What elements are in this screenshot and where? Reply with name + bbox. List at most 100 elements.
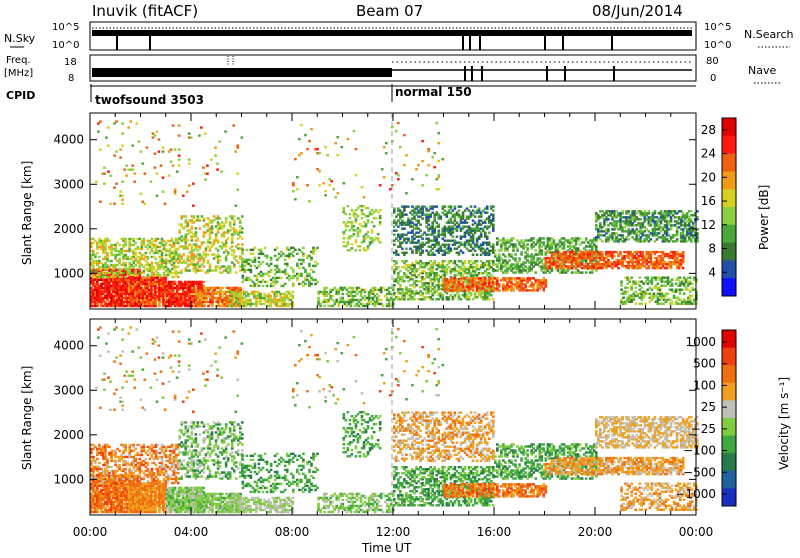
data-cell <box>233 215 236 217</box>
data-cell <box>134 242 137 244</box>
data-cell <box>476 260 479 262</box>
data-cell <box>317 297 320 299</box>
nave-tick-top: 80 <box>706 56 719 67</box>
data-cell <box>452 236 455 238</box>
data-cell <box>347 205 350 207</box>
data-cell <box>484 231 487 233</box>
data-cell <box>239 287 242 289</box>
data-cell <box>514 257 517 259</box>
data-cell <box>595 245 598 247</box>
data-cell <box>155 258 158 260</box>
data-cell <box>367 231 370 233</box>
data-cell <box>171 238 174 240</box>
data-cell <box>347 241 350 243</box>
data-cell <box>270 269 273 271</box>
data-cell <box>258 257 261 259</box>
data-cell <box>476 264 479 266</box>
data-cell <box>492 223 495 225</box>
data-cell <box>252 253 255 255</box>
data-cell <box>494 253 497 255</box>
data-cell <box>294 249 297 251</box>
data-cell <box>371 221 374 223</box>
data-cell <box>377 233 380 235</box>
data-cell <box>190 225 193 227</box>
data-cell <box>270 257 273 259</box>
data-cell <box>464 260 467 262</box>
data-cell <box>613 255 616 257</box>
data-cell <box>395 229 398 231</box>
data-cell <box>498 253 501 255</box>
data-cell <box>450 248 453 250</box>
data-cell <box>331 295 334 297</box>
data-cell <box>492 298 495 300</box>
data-cell <box>241 243 244 245</box>
station-title: Inuvik (fitACF) <box>92 2 198 20</box>
data-cell <box>134 252 137 254</box>
data-cell <box>379 241 382 243</box>
nsearch-label: N.Search <box>744 28 794 41</box>
data-cell <box>516 247 519 249</box>
data-cell <box>258 285 261 287</box>
freq-label-line2: [MHz] <box>4 68 33 79</box>
data-cell <box>284 259 287 261</box>
data-cell <box>124 262 127 264</box>
data-cell <box>421 217 424 219</box>
data-cell <box>347 225 350 227</box>
data-cell <box>235 271 238 273</box>
data-cell <box>379 215 382 217</box>
data-cell <box>456 236 459 238</box>
data-cell <box>291 291 294 293</box>
data-cell <box>345 213 348 215</box>
data-cell <box>343 241 346 243</box>
data-cell <box>403 227 406 229</box>
cpid-entry-1: twofsound 3503 <box>95 93 204 107</box>
data-cell <box>518 257 521 259</box>
nave-tick-bottom: 0 <box>710 73 716 84</box>
data-cell <box>242 249 245 251</box>
data-cell <box>92 250 95 252</box>
nsearch-tick-bottom: 10^0 <box>704 40 731 51</box>
data-cell <box>302 259 305 261</box>
data-cell <box>397 266 400 268</box>
nave-label: Nave <box>748 64 776 77</box>
data-cell <box>308 273 311 275</box>
data-cell <box>512 237 515 239</box>
data-cell <box>492 205 495 207</box>
data-cell <box>399 270 402 272</box>
data-cell <box>355 239 358 241</box>
data-cell <box>359 229 362 231</box>
data-cell <box>520 251 523 253</box>
beam-title: Beam 07 <box>356 2 423 20</box>
data-cell <box>349 213 352 215</box>
data-cell <box>229 265 232 267</box>
data-cell <box>207 259 210 261</box>
data-cell <box>542 241 545 243</box>
data-cell <box>186 239 189 241</box>
data-cell <box>593 251 596 253</box>
data-cell <box>542 237 545 239</box>
data-cell <box>492 244 495 246</box>
data-cell <box>474 205 477 207</box>
data-cell <box>284 283 287 285</box>
data-cell <box>269 295 272 297</box>
data-cell <box>462 281 465 283</box>
data-cell <box>164 277 167 279</box>
data-cell <box>98 272 101 274</box>
data-cell <box>534 271 537 273</box>
data-cell <box>407 205 410 207</box>
data-cell <box>472 254 475 256</box>
data-cell <box>239 219 242 221</box>
data-cell <box>488 298 491 300</box>
data-cell <box>498 289 501 291</box>
data-cell <box>300 273 303 275</box>
data-cell <box>486 211 489 213</box>
data-cell <box>343 237 346 239</box>
data-cell <box>106 252 109 254</box>
data-cell <box>393 292 396 294</box>
data-cell <box>260 249 263 251</box>
data-cell <box>444 260 447 262</box>
data-cell <box>151 262 154 264</box>
data-cell <box>393 244 396 246</box>
data-cell <box>458 209 461 211</box>
data-cell <box>526 243 529 245</box>
